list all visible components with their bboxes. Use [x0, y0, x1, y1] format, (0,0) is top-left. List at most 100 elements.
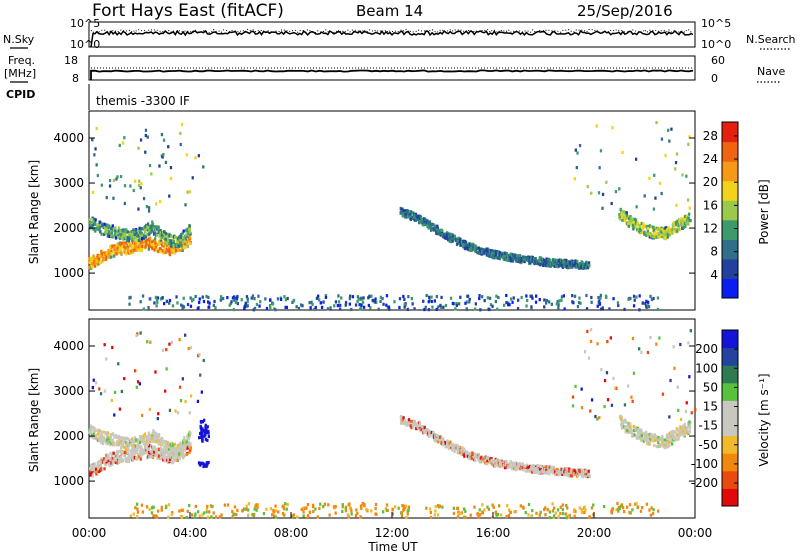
echo-point: [367, 303, 370, 307]
echo-point: [95, 163, 98, 167]
echo-point: [550, 465, 553, 469]
echo-point: [100, 222, 103, 226]
echo-point: [235, 296, 238, 300]
echo-point: [164, 455, 167, 459]
freq-frame: [88, 55, 696, 81]
echo-point: [611, 508, 614, 512]
echo-point: [674, 228, 678, 232]
echo-point: [677, 427, 680, 431]
echo-point: [669, 436, 673, 441]
echo-point: [671, 432, 674, 436]
echo-point: [204, 433, 207, 437]
echo-point: [151, 220, 154, 224]
echo-point: [110, 255, 113, 259]
echo-point: [138, 382, 141, 386]
echo-point: [634, 427, 637, 431]
echo-point: [605, 295, 608, 299]
echo-point: [507, 508, 511, 512]
echo-point: [147, 433, 150, 437]
echo-point: [401, 419, 404, 423]
echo-point: [163, 459, 166, 463]
echo-point: [505, 301, 508, 305]
echo-point: [634, 223, 637, 227]
x-axis-label: Time UT: [367, 540, 418, 554]
echo-point: [156, 417, 159, 421]
echo-point: [652, 228, 656, 232]
echo-point: [291, 514, 294, 518]
echo-point: [302, 514, 305, 518]
echo-point: [543, 471, 547, 475]
echo-point: [96, 466, 100, 470]
echo-point: [447, 446, 450, 450]
echo-point: [430, 222, 434, 226]
echo-point: [163, 236, 166, 240]
echo-point: [614, 386, 617, 390]
echo-point: [89, 260, 92, 265]
echo-point: [537, 471, 540, 475]
echo-point: [568, 467, 572, 471]
echo-point: [112, 178, 116, 182]
echo-point: [161, 438, 164, 443]
echo-point: [151, 222, 155, 226]
echo-point: [269, 507, 272, 511]
echo-point: [576, 473, 580, 477]
echo-point: [189, 232, 192, 236]
echo-point: [111, 224, 114, 228]
echo-point: [668, 415, 671, 419]
echo-point: [500, 458, 503, 462]
echo-point: [671, 442, 674, 446]
echo-point: [661, 438, 665, 442]
echo-point: [661, 442, 664, 446]
echo-point: [438, 504, 441, 508]
echo-point: [246, 304, 249, 308]
echo-point: [280, 297, 283, 301]
echo-point: [191, 299, 194, 303]
echo-point: [348, 505, 351, 509]
echo-point: [171, 455, 175, 459]
echo-point: [441, 233, 444, 237]
echo-point: [661, 392, 665, 396]
echo-point: [93, 222, 96, 227]
echo-point: [147, 431, 150, 435]
echo-point: [186, 437, 189, 441]
echo-point: [318, 506, 321, 511]
echo-point: [129, 244, 132, 248]
echo-point: [206, 425, 209, 429]
echo-point: [115, 252, 118, 256]
echo-point: [393, 300, 396, 304]
echo-point: [207, 434, 210, 438]
echo-point: [109, 463, 112, 467]
echo-point: [548, 258, 552, 262]
echo-point: [580, 387, 583, 391]
echo-point: [483, 508, 486, 512]
echo-point: [90, 471, 93, 475]
nave-label: Nave: [757, 65, 785, 78]
echo-point: [673, 220, 676, 225]
echo-point: [666, 231, 669, 235]
echo-point: [586, 266, 590, 270]
echo-point: [486, 251, 489, 255]
echo-point: [482, 457, 485, 461]
echo-point: [169, 176, 173, 181]
echo-point: [552, 465, 555, 469]
echo-point: [207, 429, 210, 433]
echo-point: [473, 505, 476, 509]
echo-point: [104, 458, 107, 462]
nsky-line: [90, 29, 694, 48]
echo-point: [427, 224, 430, 228]
echo-point: [132, 439, 135, 443]
echo-point: [151, 439, 155, 444]
echo-point: [119, 233, 123, 237]
echo-point: [650, 438, 653, 442]
echo-point: [169, 443, 172, 447]
echo-point: [657, 441, 660, 445]
echo-point: [281, 512, 285, 516]
echo-point: [155, 450, 158, 454]
echo-point: [99, 429, 102, 433]
echo-point: [96, 432, 100, 436]
echo-point: [643, 432, 646, 436]
echo-point: [161, 450, 164, 454]
echo-point: [175, 295, 178, 299]
echo-point: [134, 228, 138, 232]
